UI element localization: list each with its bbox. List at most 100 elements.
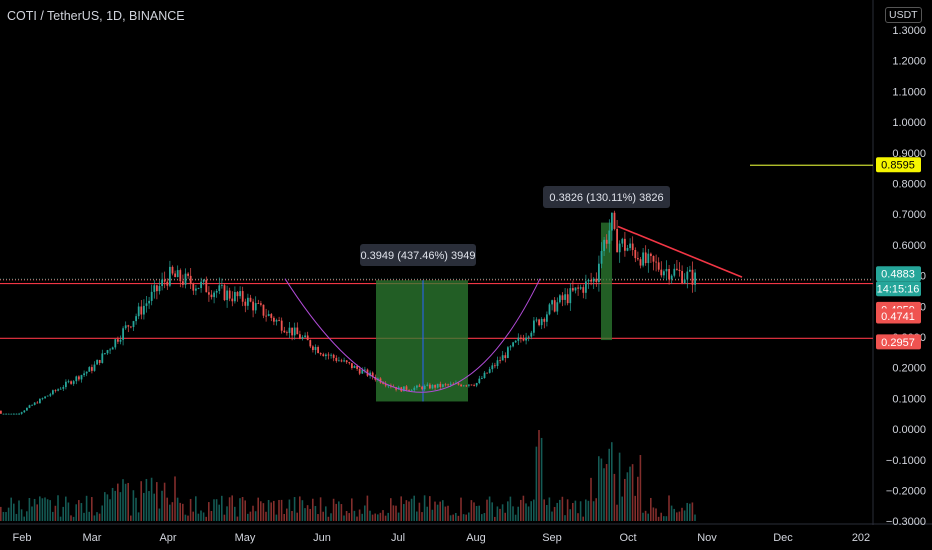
candle-body: [98, 359, 101, 363]
candle-body: [403, 386, 405, 392]
volume-bar: [499, 508, 501, 521]
candle-body: [434, 385, 436, 388]
volume-bar: [98, 513, 101, 521]
candle-body: [689, 269, 691, 272]
volume-bar: [605, 464, 608, 521]
volume-bar: [156, 482, 158, 521]
candle-body: [210, 294, 213, 298]
candle-body: [145, 303, 148, 306]
candle-body: [314, 347, 317, 351]
candle-body: [130, 326, 132, 328]
volume-bar: [366, 495, 369, 521]
time-tick-label: Feb: [13, 532, 32, 544]
candle-body: [353, 366, 356, 369]
candle-body: [559, 295, 561, 303]
candle-body: [426, 384, 429, 386]
volume-bar: [496, 506, 499, 521]
volume-bar: [176, 497, 179, 521]
time-tick-label: Dec: [773, 532, 793, 544]
volume-bar: [639, 455, 642, 521]
candle-body: [538, 319, 540, 326]
candle-body: [556, 302, 559, 312]
volume-bar: [7, 507, 10, 521]
candle-body: [652, 256, 655, 262]
candle-body: [579, 287, 582, 289]
candle-body: [444, 384, 447, 386]
candle-body: [631, 243, 634, 250]
last-price-badge-bg: [876, 266, 921, 282]
candle-body: [449, 383, 452, 385]
volume-bar: [686, 502, 688, 521]
candle-body: [156, 285, 158, 292]
candle-body: [340, 360, 343, 362]
volume-bar: [88, 511, 90, 521]
candle-body: [65, 381, 67, 388]
candle-body: [655, 261, 657, 263]
time-tick-label: Apr: [159, 532, 176, 544]
candle-body: [78, 376, 80, 380]
volume-bar: [158, 508, 161, 521]
candle-body: [678, 269, 681, 272]
candle-body: [218, 285, 221, 291]
candle-body: [319, 353, 322, 355]
time-tick-label: Jul: [391, 532, 405, 544]
candle-body: [15, 413, 18, 415]
volume-bar: [322, 511, 324, 521]
candle-body: [548, 304, 551, 315]
measure-label-1: 0.3949 (437.46%) 3949: [361, 250, 476, 262]
volume-bar: [135, 497, 137, 521]
volume-bar: [595, 498, 597, 521]
volume-bar: [439, 501, 441, 521]
volume-bar: [442, 500, 444, 521]
volume-bar: [348, 513, 350, 521]
candle-body: [356, 366, 358, 369]
candle-body: [413, 387, 416, 391]
candle-body: [577, 287, 579, 289]
price-tick-label: −0.2000: [886, 486, 926, 498]
volume-bar: [78, 500, 80, 521]
candle-body: [101, 353, 104, 363]
volume-bar: [241, 496, 244, 521]
volume-bar: [260, 501, 262, 521]
candle-body: [410, 390, 413, 391]
volume-bar: [374, 513, 376, 521]
volume-bar: [325, 506, 327, 521]
volume-bar: [587, 500, 590, 521]
currency-button[interactable]: USDT: [885, 7, 922, 23]
volume-bar: [507, 501, 509, 521]
volume-bar: [124, 483, 127, 521]
candle-body: [408, 389, 410, 391]
volume-bar: [143, 492, 145, 521]
candle-body: [247, 297, 249, 306]
volume-bar: [410, 498, 413, 521]
volume-bar: [15, 513, 18, 521]
volume-bar: [91, 497, 93, 521]
candle-body: [273, 317, 275, 322]
volume-bar: [694, 514, 696, 521]
candle-body: [423, 385, 426, 390]
candle-body: [642, 252, 644, 266]
candle-body: [621, 238, 624, 244]
candle-body: [254, 303, 257, 311]
candle-body: [436, 383, 439, 388]
candle-body: [491, 365, 494, 370]
volume-bar: [429, 496, 431, 521]
candle-body: [439, 383, 442, 387]
time-tick-label: 202: [852, 532, 870, 544]
volume-bar: [691, 502, 694, 521]
volume-bar: [473, 502, 475, 521]
candle-body: [127, 325, 130, 327]
candle-body: [275, 319, 278, 322]
candle-body: [647, 253, 650, 264]
cup-curve: [284, 278, 541, 393]
candle-body: [54, 390, 57, 392]
volume-bar: [514, 514, 517, 521]
volume-bar: [525, 503, 527, 521]
resistance-lower-badge: 0.4741: [881, 311, 915, 323]
volume-bar: [195, 496, 197, 521]
volume-bar: [26, 511, 28, 521]
candle-body: [598, 263, 600, 283]
candle-body: [265, 315, 267, 317]
volume-bar: [166, 497, 168, 521]
